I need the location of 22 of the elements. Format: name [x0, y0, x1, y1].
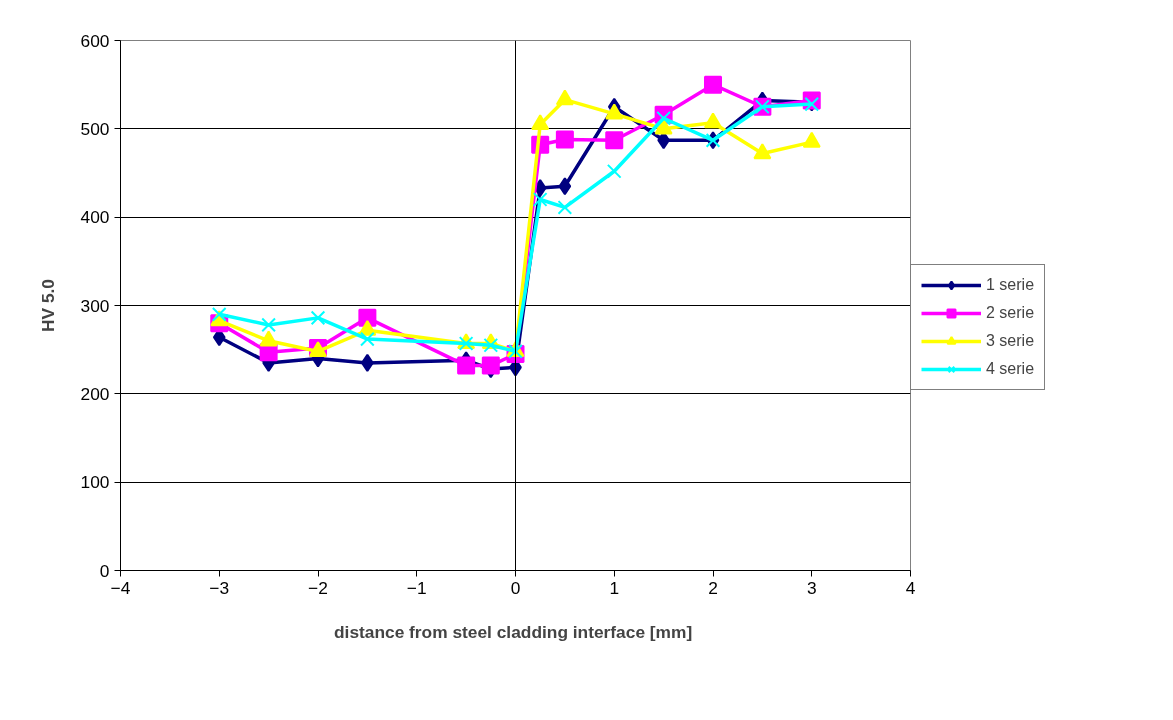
x-tick-label: 4 — [905, 577, 916, 598]
x-tick-label: 1 — [609, 577, 620, 598]
x-tick-label: 2 — [708, 577, 718, 598]
x-axis-title: distance from steel cladding interface [mm] — [333, 621, 693, 642]
legend-label: 4 serie — [986, 360, 1035, 378]
legend-label: 3 serie — [986, 332, 1035, 350]
y-tick-label: 200 — [80, 383, 110, 404]
x-tick-label: −4 — [110, 577, 131, 598]
y-tick-label: 100 — [80, 472, 110, 493]
y-tick-label: 400 — [80, 207, 110, 228]
y-tick-label: 300 — [80, 295, 110, 316]
y-tick-label: 500 — [80, 118, 110, 139]
y-tick-label: 0 — [99, 560, 110, 581]
x-tick-label: −3 — [209, 577, 230, 598]
y-tick-label: 600 — [80, 30, 110, 51]
y-axis-title: HV 5.0 — [37, 279, 58, 332]
x-tick-label: −2 — [308, 577, 328, 598]
x-tick-label: −1 — [406, 577, 427, 598]
legend-label: 2 serie — [986, 304, 1035, 322]
legend-label: 1 serie — [986, 276, 1035, 294]
x-tick-label: 0 — [510, 577, 521, 598]
x-tick-label: 3 — [806, 577, 817, 598]
